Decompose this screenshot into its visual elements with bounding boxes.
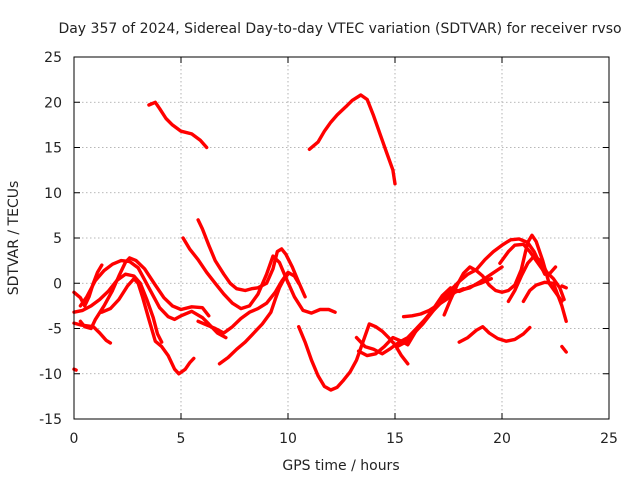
series-layer: [72, 93, 568, 392]
series-line-arc-16: [395, 237, 547, 349]
x-tick-label: 5: [177, 431, 186, 447]
series-line-arc-13: [297, 322, 410, 392]
series-line-arc-10: [196, 218, 307, 299]
y-tick-label: 25: [44, 50, 62, 66]
y-tick-label: 20: [44, 95, 62, 111]
series-line-arc-20: [521, 280, 568, 323]
y-tick-label: 5: [53, 231, 62, 247]
axis-ticks: 0 5 10 15 20 25 -15 -10 -5 0 5 10 15 20 25: [39, 50, 618, 447]
x-tick-label: 15: [386, 431, 404, 447]
series-line-arc-21: [457, 325, 532, 344]
series-line-arc-8: [100, 277, 196, 376]
series-line-arc-23: [560, 344, 568, 354]
series-line-arc-3: [72, 263, 104, 308]
y-tick-label: -5: [48, 322, 62, 338]
y-tick-label: 10: [44, 186, 62, 202]
series-line-arc-24: [560, 284, 568, 290]
y-tick-label: 15: [44, 141, 62, 157]
x-tick-label: 25: [600, 431, 618, 447]
series-line-arc-18: [442, 233, 564, 317]
x-tick-label: 20: [493, 431, 511, 447]
series-line-arc-2: [307, 93, 397, 186]
series-line-arc-1: [147, 100, 209, 150]
series-line-arc-7: [78, 258, 228, 340]
series-line-arc-6: [78, 256, 211, 331]
x-axis-label: GPS time / hours: [282, 458, 399, 474]
series-line-arc-19: [506, 254, 566, 304]
series-line-arc-12: [217, 272, 290, 366]
series-line-arc-9: [181, 236, 337, 315]
series-line-arc-15: [356, 277, 493, 358]
y-axis-label: SDTVAR / TECUs: [6, 181, 22, 296]
y-tick-label: -15: [39, 412, 62, 428]
series-line-arc-5: [72, 272, 164, 344]
series-line-arc-22: [498, 242, 558, 276]
y-tick-label: -10: [39, 367, 62, 383]
gridlines: [74, 57, 609, 419]
x-tick-label: 10: [279, 431, 297, 447]
chart-title: Day 357 of 2024, Sidereal Day-to-day VTE…: [58, 21, 621, 37]
y-tick-label: 0: [53, 276, 62, 292]
x-tick-label: 0: [70, 431, 79, 447]
